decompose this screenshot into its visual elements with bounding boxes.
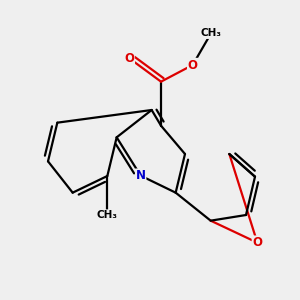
Text: O: O — [188, 58, 198, 71]
Text: O: O — [252, 236, 262, 249]
Text: CH₃: CH₃ — [97, 210, 118, 220]
Text: O: O — [124, 52, 134, 65]
Text: N: N — [136, 169, 146, 182]
Text: CH₃: CH₃ — [200, 28, 221, 38]
